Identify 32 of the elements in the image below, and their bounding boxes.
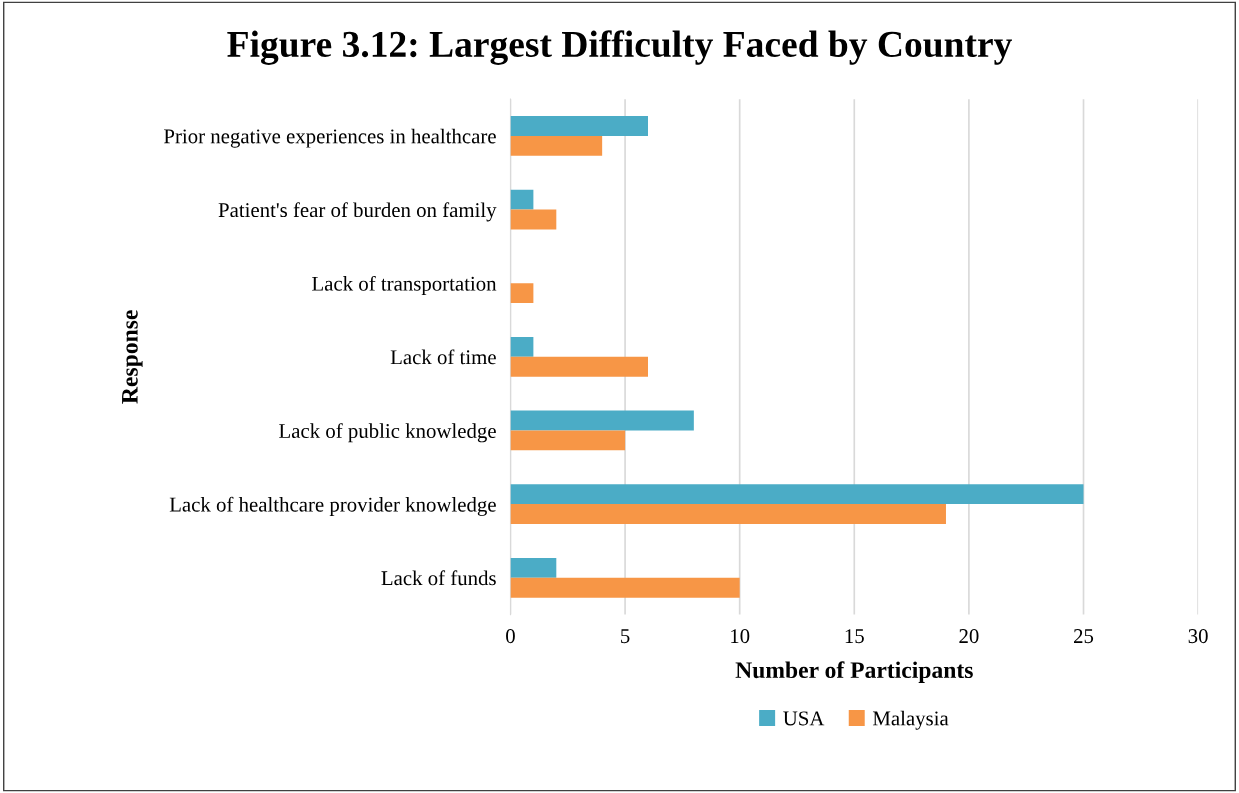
y-tick-label: Patient's fear of burden on family xyxy=(218,202,497,222)
x-tick-label: 10 xyxy=(731,629,750,644)
x-tick-label: 5 xyxy=(621,629,630,644)
bar xyxy=(510,484,1084,505)
y-axis-title: Response xyxy=(122,310,143,404)
y-tick-label: Prior negative experiences in healthcare xyxy=(164,128,496,148)
y-tick-label: Lack of public knowledge xyxy=(279,423,496,443)
bar xyxy=(510,283,534,304)
x-tick-label: 20 xyxy=(959,629,979,644)
y-tick-label: Lack of funds xyxy=(381,570,496,586)
y-tick-label: Lack of transportation xyxy=(312,275,497,295)
legend-label: USA xyxy=(783,711,825,726)
bar xyxy=(510,557,557,578)
y-tick-label: Lack of time xyxy=(390,349,496,365)
bar xyxy=(510,116,648,136)
x-tick-label: 25 xyxy=(1074,629,1094,644)
x-axis-title: Number of Participants xyxy=(735,661,973,683)
bar xyxy=(510,356,648,377)
x-tick-label: 0 xyxy=(506,629,515,644)
legend-label: Malaysia xyxy=(872,710,949,730)
bar xyxy=(510,577,740,598)
x-tick-label: 30 xyxy=(1188,629,1208,644)
bar xyxy=(510,336,534,357)
bar xyxy=(510,189,534,210)
bar xyxy=(510,430,626,451)
y-tick-label: Lack of healthcare provider knowledge xyxy=(169,496,496,516)
bar xyxy=(510,209,557,230)
bar xyxy=(510,135,603,156)
bar xyxy=(510,410,694,431)
chart-title: Figure 3.12: Largest Difficulty Faced by Country xyxy=(227,30,1012,65)
bar xyxy=(510,504,946,524)
x-tick-label: 15 xyxy=(845,629,864,644)
